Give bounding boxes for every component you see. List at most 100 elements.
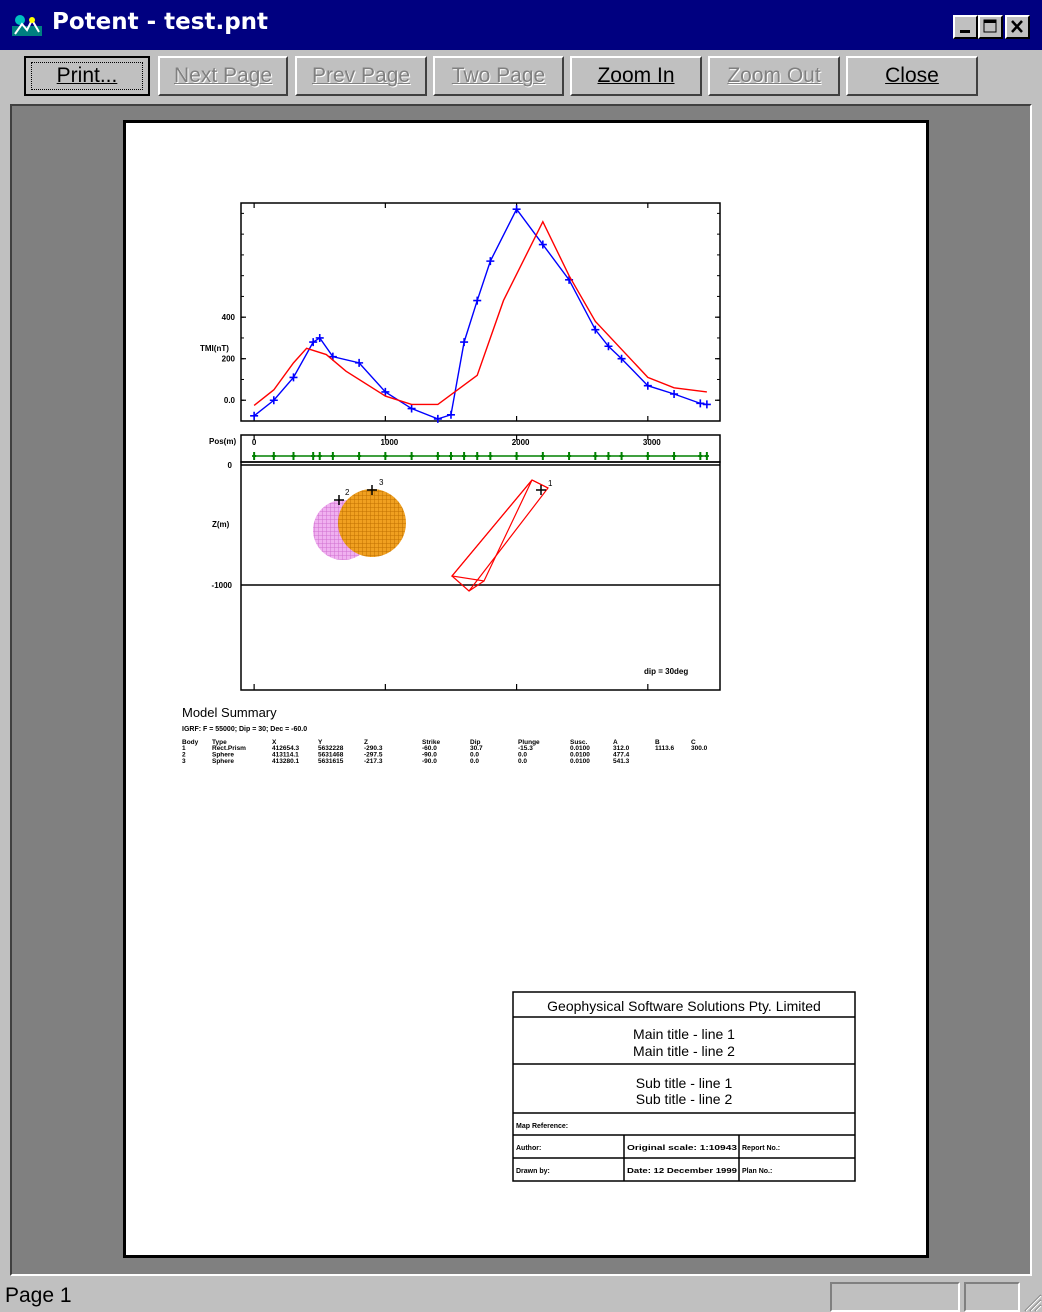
observed-data-point bbox=[670, 390, 679, 399]
author-field: Author: bbox=[516, 1145, 541, 1152]
summary-col-header: B bbox=[655, 739, 660, 746]
zoom-out-button[interactable]: Zoom Out bbox=[708, 56, 840, 96]
observation-point bbox=[311, 452, 316, 460]
summary-cell: 477.4 bbox=[613, 752, 630, 759]
summary-cell: 0.0100 bbox=[570, 758, 590, 765]
title-block: Geophysical Software Solutions Pty. Limi… bbox=[512, 991, 856, 1182]
observation-point bbox=[252, 452, 257, 460]
igrf-line: IGRF: F = 55000; Dip = 30; Dec = -60.0 bbox=[182, 726, 307, 733]
summary-cell: 5631468 bbox=[318, 752, 344, 759]
summary-cell: 412654.3 bbox=[272, 745, 299, 752]
summary-cell: 0.0100 bbox=[570, 745, 590, 752]
title-bar: Potent - test.pnt bbox=[0, 0, 1042, 50]
summary-cell: -297.5 bbox=[364, 752, 383, 759]
close-icon bbox=[1011, 20, 1023, 33]
observed-data-point bbox=[269, 396, 278, 405]
observation-point bbox=[291, 452, 296, 460]
observed-data-point bbox=[643, 381, 652, 390]
minimize-button[interactable] bbox=[953, 15, 978, 39]
body-3-label: 3 bbox=[379, 478, 384, 487]
profile-ytick-label: 400 bbox=[222, 313, 236, 322]
observed-data-point bbox=[355, 358, 364, 367]
body-3-marker: 3 bbox=[367, 478, 384, 495]
observed-data-point bbox=[486, 257, 495, 266]
print-preview-page[interactable]: 400 200 0.0 TMI(nT) Pos(m) 0 1000 2000 3000 0… bbox=[123, 120, 929, 1258]
observed-data-point bbox=[446, 410, 455, 419]
observation-point bbox=[606, 452, 611, 460]
summary-cell: 0.0 bbox=[470, 758, 479, 765]
summary-cell: 1113.6 bbox=[655, 745, 675, 752]
preview-area[interactable]: 400 200 0.0 TMI(nT) Pos(m) 0 1000 2000 3000 0… bbox=[10, 104, 1032, 1276]
print-button-label: Print... bbox=[56, 64, 118, 87]
prism-body-1[interactable]: 1 bbox=[450, 479, 553, 592]
page-indicator: Page 1 bbox=[5, 1284, 72, 1307]
profile-ylabel: TMI(nT) bbox=[200, 344, 229, 353]
observed-data-point bbox=[473, 296, 482, 305]
summary-cell: 312.0 bbox=[613, 745, 630, 752]
position-tick-label: 2000 bbox=[512, 438, 530, 447]
observation-point bbox=[330, 452, 335, 460]
model-section-chart: 0 -1000 Z(m) bbox=[212, 461, 721, 691]
toolbar: Print... Next Page Prev Page Two Page Zo… bbox=[0, 50, 1042, 104]
summary-col-header: X bbox=[272, 739, 277, 746]
observed-data-point bbox=[617, 354, 626, 363]
profile-plot-frame bbox=[240, 202, 721, 422]
tmi-profile-chart: 400 200 0.0 TMI(nT) bbox=[200, 202, 721, 423]
model-summary-heading: Model Summary bbox=[182, 705, 277, 720]
prev-page-button[interactable]: Prev Page bbox=[295, 56, 427, 96]
observed-data-point bbox=[315, 333, 324, 342]
sub-title-line-1: Sub title - line 1 bbox=[636, 1075, 733, 1091]
observed-data-point bbox=[289, 373, 298, 382]
summary-cell: -290.3 bbox=[364, 745, 383, 752]
observed-data-point bbox=[604, 342, 613, 351]
summary-col-header: Strike bbox=[422, 739, 440, 746]
map-reference: Map Reference: bbox=[516, 1123, 568, 1130]
date-field: Date: 12 December 1999 bbox=[627, 1168, 737, 1175]
window-title: Potent - test.pnt bbox=[52, 9, 269, 35]
position-axis-strip: Pos(m) 0 1000 2000 3000 bbox=[209, 434, 721, 463]
zoom-in-button[interactable]: Zoom In bbox=[570, 56, 702, 96]
page-canvas: 400 200 0.0 TMI(nT) Pos(m) 0 1000 2000 3000 0… bbox=[182, 202, 856, 1182]
sphere-body-3[interactable] bbox=[338, 489, 406, 557]
summary-cell: Rect.Prism bbox=[212, 745, 246, 752]
status-panel-2 bbox=[964, 1282, 1020, 1312]
print-button[interactable]: Print... bbox=[24, 56, 150, 96]
original-scale-field: Original scale: 1:10943 bbox=[627, 1145, 737, 1152]
summary-col-header: Z bbox=[364, 739, 368, 746]
observation-point bbox=[435, 452, 440, 460]
next-page-button[interactable]: Next Page bbox=[158, 56, 288, 96]
close-preview-button[interactable]: Close bbox=[846, 56, 978, 96]
summary-col-header: A bbox=[613, 739, 618, 746]
two-page-button[interactable]: Two Page bbox=[433, 56, 564, 96]
summary-col-header: Plunge bbox=[518, 739, 540, 746]
resize-grip-icon[interactable] bbox=[1022, 1292, 1042, 1312]
close-window-button[interactable] bbox=[1005, 15, 1030, 39]
model-summary: Model Summary IGRF: F = 55000; Dip = 30;… bbox=[182, 705, 708, 765]
focus-rectangle bbox=[31, 62, 143, 90]
summary-cell: 0.0 bbox=[518, 758, 527, 765]
summary-col-header: Body bbox=[182, 739, 199, 746]
section-ytick-0: 0 bbox=[228, 461, 233, 470]
potent-app-icon[interactable] bbox=[12, 12, 42, 40]
observation-point bbox=[567, 452, 572, 460]
minimize-icon bbox=[960, 30, 970, 33]
summary-cell: 413114.1 bbox=[272, 752, 299, 759]
maximize-button[interactable] bbox=[978, 15, 1003, 39]
maximize-icon bbox=[983, 19, 997, 33]
plan-no-field: Plan No.: bbox=[742, 1168, 772, 1175]
summary-cell: 3 bbox=[182, 758, 186, 765]
observation-point bbox=[383, 452, 388, 460]
position-axis-label: Pos(m) bbox=[209, 437, 236, 446]
summary-cell: 541.3 bbox=[613, 758, 630, 765]
dip-note: dip = 30deg bbox=[644, 667, 688, 676]
observation-point bbox=[540, 452, 545, 460]
summary-cell: 413280.1 bbox=[272, 758, 299, 765]
summary-col-header: Type bbox=[212, 739, 227, 746]
report-no-field: Report No.: bbox=[742, 1145, 780, 1152]
profile-ytick-label: 0.0 bbox=[224, 396, 236, 405]
position-tick-label: 1000 bbox=[380, 438, 398, 447]
summary-cell: 300.0 bbox=[691, 745, 708, 752]
summary-cell: -15.3 bbox=[518, 745, 533, 752]
calculated-tmi-line bbox=[253, 220, 707, 406]
observation-point bbox=[704, 452, 709, 460]
